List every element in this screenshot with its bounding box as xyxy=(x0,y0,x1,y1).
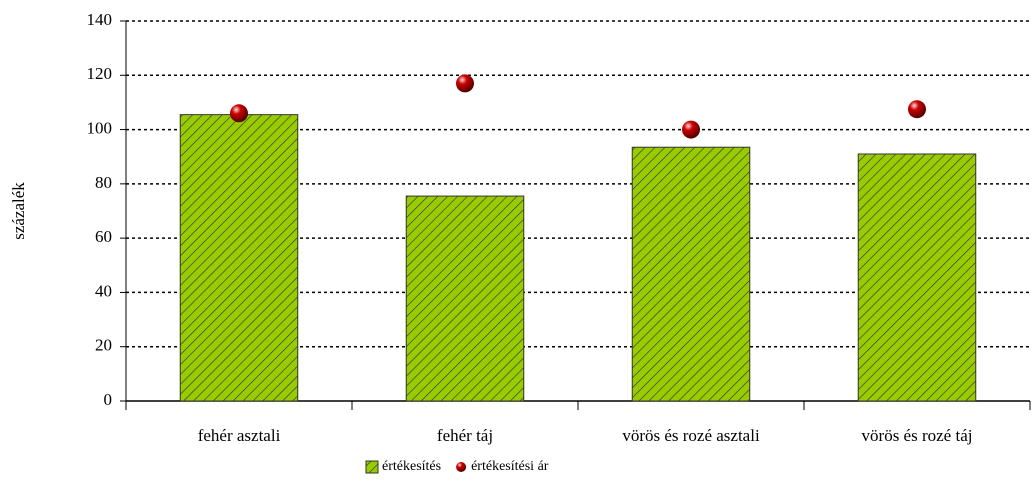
bar xyxy=(179,114,299,402)
y-tick-label: 100 xyxy=(87,118,113,137)
y-tick-label: 140 xyxy=(87,10,113,29)
y-tick-label: 120 xyxy=(87,64,113,83)
y-tick-label: 40 xyxy=(95,281,112,300)
bar xyxy=(631,146,751,402)
y-tick-label: 20 xyxy=(95,336,112,355)
dot xyxy=(230,104,248,123)
y-tick-label: 60 xyxy=(95,227,112,246)
bar xyxy=(405,195,525,402)
legend-label: értékesítés xyxy=(382,459,441,474)
dot xyxy=(456,74,474,93)
x-tick-label: vörös és rozé asztali xyxy=(622,426,760,445)
x-tick-label: vörös és rozé táj xyxy=(862,426,973,445)
x-tick-label: fehér asztali xyxy=(198,426,281,445)
y-axis-label: százalék xyxy=(9,182,28,240)
y-tick-label: 0 xyxy=(104,390,113,409)
x-tick-label: fehér táj xyxy=(437,426,493,445)
y-tick-label: 80 xyxy=(95,173,112,192)
legend-swatch xyxy=(456,462,467,472)
bar xyxy=(857,153,977,402)
legend-label: értékesítési ár xyxy=(471,459,549,474)
legend-swatch xyxy=(365,460,379,474)
dot xyxy=(682,120,700,139)
dot xyxy=(908,100,926,119)
